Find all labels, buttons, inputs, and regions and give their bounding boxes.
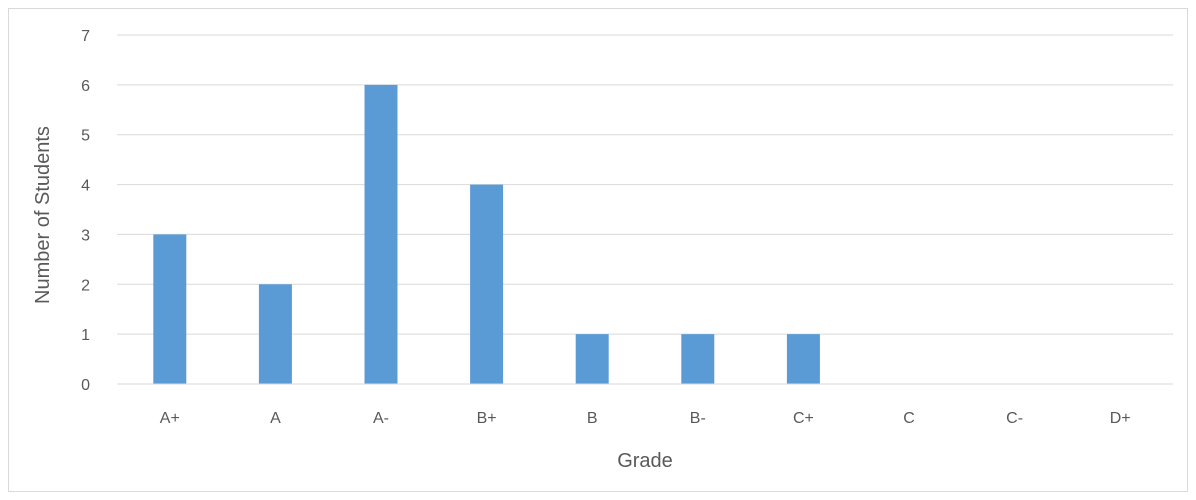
- y-tick-label: 1: [81, 327, 90, 344]
- y-tick-label: 6: [81, 78, 90, 95]
- x-tick-label: B-: [690, 410, 706, 427]
- y-tick-label: 0: [81, 377, 90, 394]
- x-tick-label: A: [270, 410, 281, 427]
- y-tick-label: 2: [81, 277, 90, 294]
- bars: [153, 84, 820, 384]
- x-tick-label: C: [903, 410, 915, 427]
- x-axis-title: Grade: [617, 450, 673, 472]
- bar-B: [575, 334, 609, 384]
- bar-B+: [470, 184, 504, 384]
- y-tick-labels: 0 1 2 3 4 5 6 7: [81, 28, 90, 394]
- y-axis-title: Number of Students: [32, 126, 54, 304]
- x-tick-label: A-: [373, 410, 389, 427]
- x-tick-labels: A+ A A- B+ B B- C+ C C- D+: [160, 410, 1131, 427]
- x-tick-label: B+: [477, 410, 497, 427]
- bar-A+: [153, 234, 187, 384]
- bar-B-: [681, 334, 715, 384]
- y-tick-label: 7: [81, 28, 90, 45]
- gridlines: [117, 34, 1173, 335]
- bar-A-: [364, 84, 398, 384]
- x-tick-label: B: [587, 410, 598, 427]
- x-tick-label: A+: [160, 410, 180, 427]
- bar-C+: [786, 334, 820, 384]
- bar-chart: 0 1 2 3 4 5 6 7 A+ A A- B+ B B- C+ C C- D+ Number of Stu…: [32, 28, 1173, 472]
- y-tick-label: 4: [81, 178, 90, 195]
- x-tick-label: C-: [1006, 410, 1023, 427]
- x-tick-label: C+: [793, 410, 814, 427]
- bar-A: [258, 284, 292, 384]
- y-tick-label: 3: [81, 227, 90, 244]
- chart-frame: 0 1 2 3 4 5 6 7 A+ A A- B+ B B- C+ C C- D+ Number of Stu…: [8, 8, 1188, 492]
- x-tick-label: D+: [1110, 410, 1131, 427]
- y-tick-label: 5: [81, 128, 90, 145]
